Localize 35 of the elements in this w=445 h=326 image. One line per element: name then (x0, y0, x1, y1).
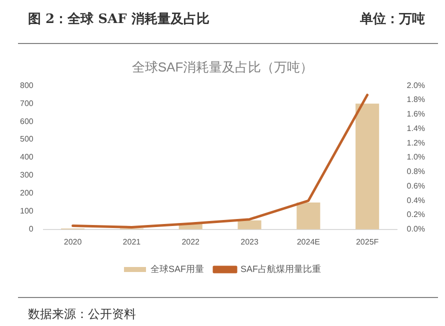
bar (356, 104, 380, 230)
y2-tick-label: 0.0% (406, 224, 425, 234)
y2-tick-label: 1.8% (406, 95, 425, 104)
x-tick-label: 2024E (296, 237, 320, 246)
x-tick-label: 2022 (182, 237, 200, 246)
y-tick-label: 300 (20, 170, 34, 180)
y2-tick-label: 2.0% (406, 80, 425, 90)
caption: 图 2：全球 SAF 消耗量及占比 (28, 11, 210, 28)
y-tick-label: 400 (20, 152, 34, 162)
y2-tick-label: 1.4% (406, 124, 425, 133)
y2-tick-label: 1.2% (406, 138, 425, 148)
y-tick-label: 500 (20, 134, 34, 144)
legend-label: SAF占航煤用量比重 (240, 264, 322, 274)
y2-tick-label: 0.8% (406, 167, 425, 176)
y2-tick-label: 0.4% (406, 196, 425, 205)
x-tick-label: 2023 (240, 237, 259, 246)
x-tick-label: 2020 (64, 237, 82, 246)
y-tick-label: 600 (20, 116, 34, 126)
chart-title: 全球SAF消耗量及占比（万吨） (132, 59, 314, 74)
y2-tick-label: 0.6% (406, 181, 425, 190)
y2-tick-label: 1.0% (406, 152, 425, 162)
source-note: 数据来源：公开资料 (28, 306, 136, 323)
text: 单位：万吨 (360, 11, 425, 28)
x-tick-label: 2021 (122, 237, 142, 246)
y-tick-label: 200 (20, 188, 34, 198)
bar (296, 202, 320, 230)
bar (238, 220, 262, 230)
y2-tick-label: 0.2% (406, 210, 425, 220)
y-tick-label: 100 (20, 206, 34, 216)
y-tick-label: 800 (20, 80, 34, 90)
y2-tick-label: 1.6% (406, 110, 425, 119)
legend-label: 全球SAF用量 (150, 264, 204, 274)
y-tick-label: 700 (20, 98, 34, 108)
y-tick-label: 0 (28, 224, 34, 234)
x-tick-label: 2025F (356, 237, 379, 246)
